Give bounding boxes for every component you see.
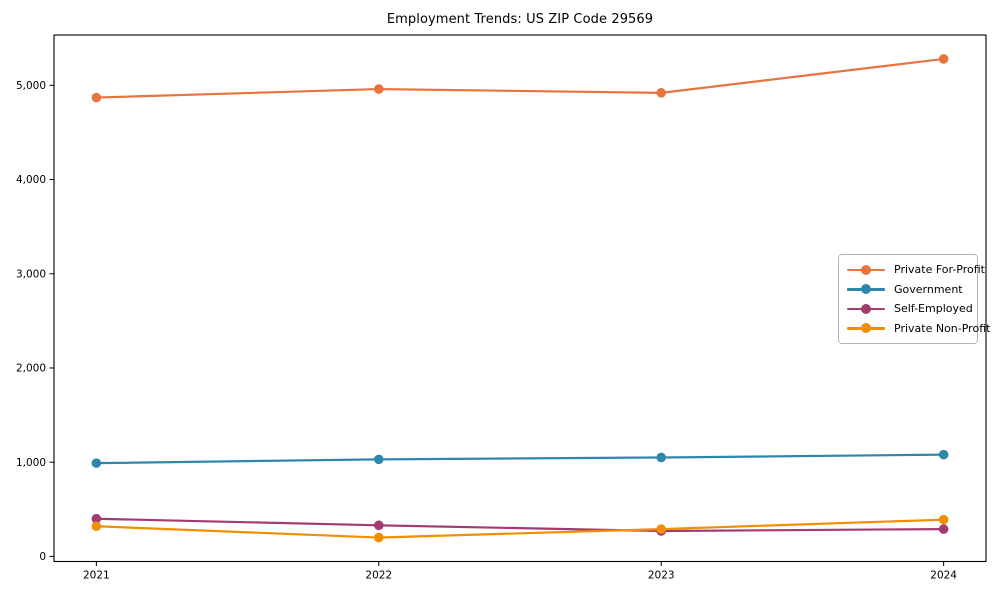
y-axis-tick-label: 2,000 — [16, 363, 46, 375]
data-point-private-for-profit — [656, 88, 667, 98]
legend-marker-dot-icon — [861, 303, 871, 314]
series-line-private-non-profit — [95, 518, 945, 539]
legend-label: Self-Employed — [894, 302, 973, 316]
legend-line-marker-icon — [847, 303, 885, 315]
data-point-private-non-profit — [91, 521, 102, 532]
y-axis-tick-label: 0 — [39, 551, 46, 563]
plot-frame — [53, 34, 987, 563]
data-point-government — [938, 449, 949, 460]
legend-marker-dot-icon — [861, 264, 871, 275]
legend: Private For-Profit Government Self-Employe… — [838, 254, 990, 344]
data-point-government — [373, 454, 384, 465]
legend-marker-dot-icon — [861, 284, 871, 295]
x-axis-tick-label: 2023 — [648, 570, 675, 582]
y-axis-tick-label: 3,000 — [16, 268, 46, 280]
legend-label: Private Non-Profit — [894, 321, 991, 335]
series-line-government — [95, 453, 945, 465]
chart-title: Employment Trends: US ZIP Code 29569 — [386, 12, 654, 27]
y-axis-tick-label: 5,000 — [16, 80, 46, 92]
x-axis-tick-label: 2021 — [83, 570, 110, 582]
series-line-private-for-profit — [95, 57, 945, 99]
data-point-self-employed — [373, 520, 384, 531]
y-axis-tick-label: 1,000 — [16, 457, 46, 469]
data-point-government — [656, 452, 667, 463]
data-point-self-employed — [938, 524, 949, 534]
data-point-private-for-profit — [91, 92, 102, 103]
data-point-self-employed — [91, 513, 102, 524]
data-point-private-non-profit — [373, 532, 384, 543]
legend-label: Private For-Profit — [894, 263, 985, 277]
legend-line-marker-icon — [847, 322, 885, 334]
legend-line-marker-icon — [847, 264, 885, 276]
data-point-private-for-profit — [373, 84, 384, 94]
legend-label: Government — [894, 282, 963, 296]
legend-line-marker-icon — [847, 283, 885, 295]
legend-item-private-for-profit: Private For-Profit — [847, 260, 985, 280]
x-axis-tick-label: 2022 — [365, 570, 392, 582]
legend-item-self-employed: Self-Employed — [847, 299, 973, 319]
legend-marker-dot-icon — [861, 323, 871, 334]
series-line-self-employed — [95, 517, 945, 533]
data-point-government — [91, 458, 102, 468]
data-point-private-non-profit — [938, 514, 949, 525]
legend-item-government: Government — [847, 280, 970, 300]
x-axis-tick-label: 2024 — [930, 570, 957, 582]
legend-item-private-non-profit: Private Non-Profit — [847, 319, 990, 339]
data-point-private-non-profit — [656, 524, 667, 534]
data-point-private-for-profit — [938, 54, 949, 64]
y-axis-tick-label: 4,000 — [16, 174, 46, 186]
